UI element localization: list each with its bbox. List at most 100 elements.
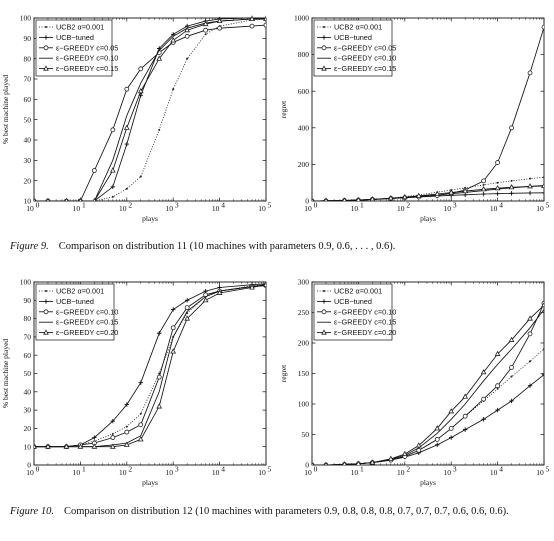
x-tick-label: 10: [490, 468, 498, 477]
x-tick-label: 10: [351, 468, 359, 477]
legend-label: ε−GREEDY c=0.10: [56, 307, 118, 316]
legend-label: ε−GREEDY c=0.10: [334, 307, 396, 316]
y-tick-label: 0: [27, 461, 31, 470]
data-point: [156, 374, 162, 380]
x-tick-exponent: 5: [268, 201, 272, 210]
data-point: [529, 177, 532, 180]
data-point: [137, 87, 144, 94]
y-tick-label: 50: [302, 430, 310, 439]
x-tick-label: 10: [119, 468, 127, 477]
data-point: [312, 461, 314, 465]
data-point: [184, 33, 190, 39]
data-point: [138, 66, 144, 72]
data-point: [481, 191, 486, 197]
data-point: [138, 422, 144, 428]
data-point: [184, 305, 190, 311]
y-tick-label: 400: [298, 123, 310, 132]
data-point: [495, 191, 500, 196]
data-point: [369, 196, 376, 201]
data-point: [541, 372, 544, 377]
figure-10-label: Figure 10.: [10, 506, 54, 517]
x-tick-label: 10: [212, 204, 220, 213]
x-tick-exponent: 1: [360, 465, 364, 474]
data-point: [170, 325, 176, 331]
data-point: [342, 197, 347, 201]
x-axis-label: plays: [420, 214, 436, 223]
legend-label: ε−GREEDY c=0.20: [334, 328, 396, 337]
x-tick-label: 10: [443, 204, 451, 213]
y-tick-label: 60: [24, 351, 32, 360]
data-point: [156, 403, 163, 409]
data-point: [496, 387, 499, 390]
x-tick-label: 10: [119, 204, 127, 213]
y-tick-label: 60: [24, 95, 32, 104]
data-point: [77, 443, 84, 449]
data-point: [541, 24, 544, 30]
y-tick-label: 80: [24, 314, 32, 323]
data-point: [216, 17, 223, 24]
legend-marker: [323, 26, 325, 28]
legend-marker: [43, 35, 49, 40]
data-point: [462, 413, 468, 419]
data-point: [110, 127, 116, 133]
data-point: [434, 425, 441, 431]
data-point: [46, 197, 50, 201]
chart-4: 10 0 10 1 10 2 10 3 10 4 10 5050100150200250300play…: [279, 278, 550, 487]
y-tick-label: 30: [24, 156, 32, 165]
x-tick-label: 10: [536, 204, 544, 213]
x-tick-label: 10: [304, 468, 312, 477]
legend-label: UCB2 α=0.001: [334, 23, 382, 32]
data-point: [125, 425, 128, 428]
y-tick-label: 80: [24, 54, 32, 63]
x-tick-label: 10: [212, 468, 220, 477]
chart-2: 10 0 10 1 10 2 10 3 10 4 10 502004006008001000plays…: [279, 14, 550, 223]
data-point: [312, 197, 314, 201]
x-tick-label: 10: [73, 468, 81, 477]
y-tick-label: 40: [24, 387, 32, 396]
legend-marker: [45, 290, 47, 292]
data-point: [415, 192, 422, 198]
data-point: [124, 402, 129, 407]
data-point: [45, 443, 51, 449]
data-point: [495, 160, 501, 165]
data-point: [527, 315, 533, 321]
data-point: [448, 425, 454, 431]
data-point: [529, 360, 532, 363]
legend-label: ε−GREEDY c=0.20: [56, 328, 118, 337]
figure-10-text: Comparison on distribution 12 (10 machin…: [63, 506, 509, 517]
x-tick-label: 10: [490, 204, 498, 213]
data-point: [172, 88, 175, 91]
data-point: [527, 70, 533, 76]
y-tick-label: 20: [24, 424, 32, 433]
y-tick-label: 90: [24, 296, 32, 305]
data-point: [481, 178, 487, 184]
x-tick-label: 10: [73, 204, 81, 213]
legend-label: ε−GREEDY c=0.15: [56, 318, 118, 327]
data-point: [158, 128, 161, 131]
data-point: [139, 412, 142, 415]
figure-9-caption: Figure 9. Comparison on distribution 11 (…: [10, 239, 550, 254]
data-point: [415, 442, 422, 448]
y-tick-label: 1000: [294, 14, 309, 23]
legend-label: ε−GREEDY c=0.10: [334, 54, 396, 63]
data-point: [34, 197, 36, 201]
x-tick-exponent: 2: [406, 201, 410, 210]
legend-marker: [43, 65, 49, 71]
x-axis-label: plays: [420, 478, 436, 487]
data-point: [509, 398, 514, 404]
y-tick-label: 100: [20, 278, 32, 287]
figure-10-caption: Figure 10. Comparison on distribution 12 …: [10, 504, 550, 519]
x-tick-label: 10: [165, 204, 173, 213]
data-point: [263, 15, 266, 22]
data-point: [184, 26, 191, 33]
legend-label: UCB−tuned: [56, 297, 94, 306]
data-point: [355, 460, 361, 465]
x-axis-label: plays: [142, 478, 158, 487]
y-tick-label: 70: [24, 75, 32, 84]
data-point: [495, 407, 500, 413]
x-tick-label: 10: [351, 204, 359, 213]
legend-marker: [43, 45, 49, 51]
data-point: [204, 33, 207, 36]
data-point: [541, 190, 544, 195]
